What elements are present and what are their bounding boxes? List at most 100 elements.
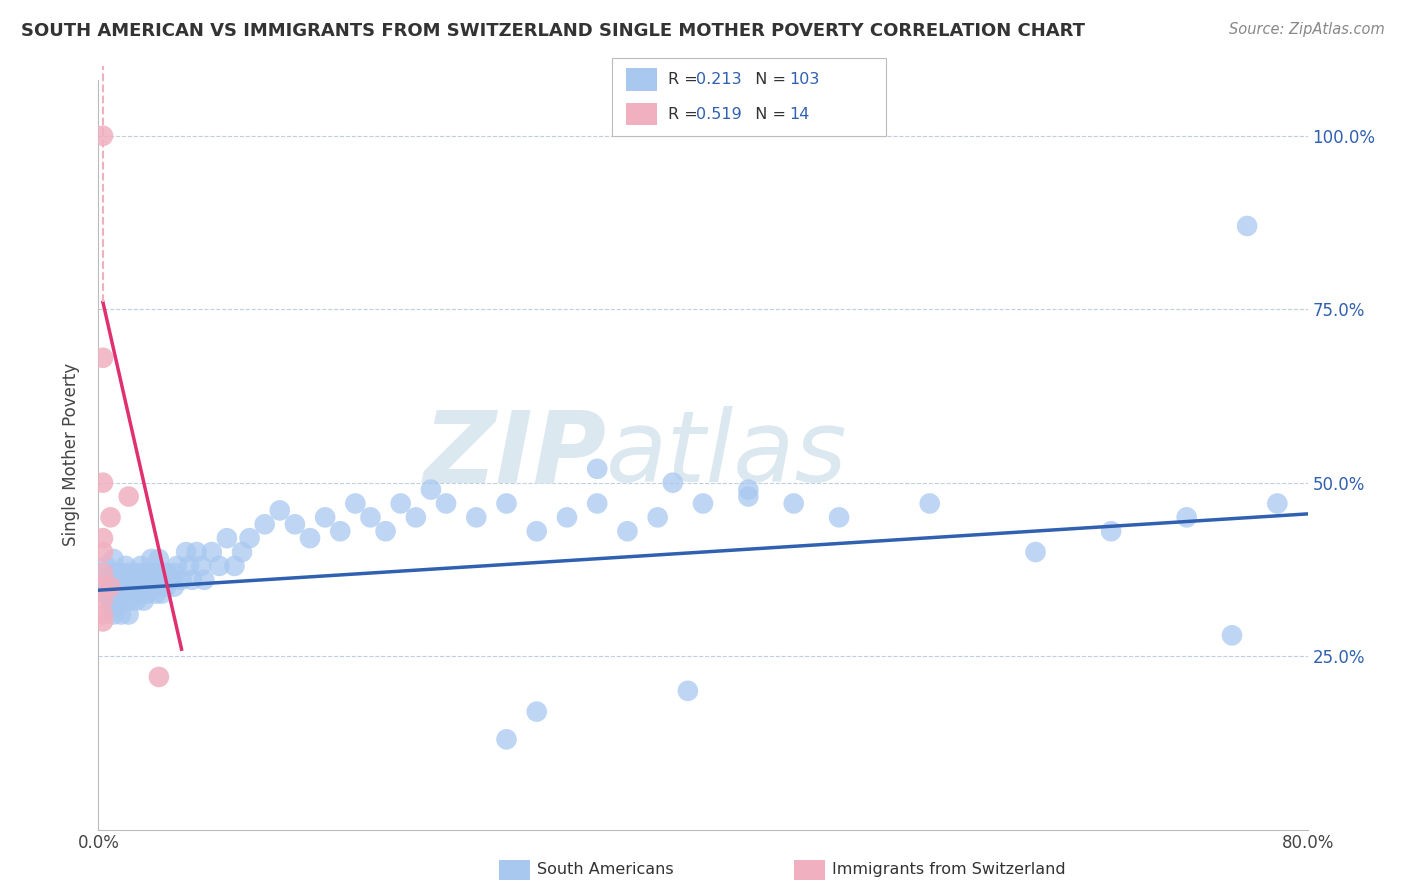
Point bbox=[118, 580, 141, 594]
Text: Source: ZipAtlas.com: Source: ZipAtlas.com bbox=[1229, 22, 1385, 37]
Point bbox=[1099, 524, 1122, 539]
Point bbox=[495, 732, 517, 747]
Point bbox=[129, 573, 152, 587]
Point bbox=[135, 587, 157, 601]
Point bbox=[314, 510, 336, 524]
Point bbox=[181, 573, 204, 587]
Point bbox=[737, 483, 759, 497]
Point bbox=[91, 607, 114, 622]
Text: Immigrants from Switzerland: Immigrants from Switzerland bbox=[832, 863, 1066, 877]
Point bbox=[148, 670, 170, 684]
Point bbox=[129, 587, 152, 601]
Point bbox=[465, 510, 488, 524]
Point bbox=[91, 545, 114, 559]
Text: N =: N = bbox=[745, 72, 792, 87]
Text: SOUTH AMERICAN VS IMMIGRANTS FROM SWITZERLAND SINGLE MOTHER POVERTY CORRELATION : SOUTH AMERICAN VS IMMIGRANTS FROM SWITZE… bbox=[21, 22, 1085, 40]
Text: 14: 14 bbox=[789, 107, 808, 121]
Point bbox=[434, 496, 457, 510]
Point bbox=[155, 580, 177, 594]
Point bbox=[132, 593, 155, 607]
Point bbox=[132, 580, 155, 594]
Point bbox=[148, 552, 170, 566]
Point bbox=[166, 558, 188, 573]
Point bbox=[91, 128, 114, 143]
Point bbox=[193, 573, 215, 587]
Point bbox=[586, 462, 609, 476]
Point bbox=[91, 531, 114, 545]
Point bbox=[526, 705, 548, 719]
Text: atlas: atlas bbox=[606, 407, 848, 503]
Point bbox=[269, 503, 291, 517]
Point bbox=[526, 524, 548, 539]
Point bbox=[374, 524, 396, 539]
Point bbox=[150, 587, 173, 601]
Point bbox=[118, 593, 141, 607]
Point bbox=[91, 593, 114, 607]
Point bbox=[1175, 510, 1198, 524]
Point bbox=[94, 558, 117, 573]
Point bbox=[141, 566, 163, 580]
Point bbox=[125, 580, 148, 594]
Point bbox=[150, 573, 173, 587]
Text: R =: R = bbox=[668, 107, 703, 121]
Point bbox=[201, 545, 224, 559]
Point bbox=[160, 573, 183, 587]
Point bbox=[186, 545, 208, 559]
Point bbox=[616, 524, 638, 539]
Point bbox=[329, 524, 352, 539]
Y-axis label: Single Mother Poverty: Single Mother Poverty bbox=[62, 363, 80, 547]
Point bbox=[299, 531, 322, 545]
Point bbox=[114, 587, 136, 601]
Point bbox=[692, 496, 714, 510]
Point bbox=[737, 490, 759, 504]
Point bbox=[190, 558, 212, 573]
Point bbox=[661, 475, 683, 490]
Point bbox=[100, 580, 122, 594]
Point bbox=[91, 580, 114, 594]
Point bbox=[105, 587, 128, 601]
Point bbox=[105, 573, 128, 587]
Point bbox=[253, 517, 276, 532]
Point bbox=[91, 566, 114, 580]
Point bbox=[132, 566, 155, 580]
Point bbox=[125, 593, 148, 607]
Point bbox=[918, 496, 941, 510]
Point bbox=[100, 510, 122, 524]
Point bbox=[179, 558, 201, 573]
Point bbox=[148, 566, 170, 580]
Text: ZIP: ZIP bbox=[423, 407, 606, 503]
Point bbox=[148, 580, 170, 594]
Point bbox=[239, 531, 262, 545]
Point bbox=[100, 593, 122, 607]
Point bbox=[155, 566, 177, 580]
Point bbox=[105, 600, 128, 615]
Point bbox=[586, 496, 609, 510]
Point bbox=[828, 510, 851, 524]
Point bbox=[103, 593, 125, 607]
Point bbox=[163, 566, 186, 580]
Point bbox=[163, 580, 186, 594]
Point bbox=[94, 587, 117, 601]
Point bbox=[1024, 545, 1046, 559]
Point bbox=[94, 573, 117, 587]
Point bbox=[284, 517, 307, 532]
Point bbox=[141, 580, 163, 594]
Point bbox=[135, 573, 157, 587]
Text: 0.519: 0.519 bbox=[696, 107, 742, 121]
Point bbox=[145, 573, 167, 587]
Point bbox=[103, 552, 125, 566]
Point bbox=[118, 566, 141, 580]
Point bbox=[91, 351, 114, 365]
Point bbox=[231, 545, 253, 559]
Point bbox=[1267, 496, 1289, 510]
Point bbox=[208, 558, 231, 573]
Point bbox=[91, 615, 114, 629]
Point bbox=[118, 607, 141, 622]
Point bbox=[420, 483, 443, 497]
Point bbox=[647, 510, 669, 524]
Point bbox=[405, 510, 427, 524]
Point bbox=[103, 580, 125, 594]
Point bbox=[145, 587, 167, 601]
Text: N =: N = bbox=[745, 107, 792, 121]
Point bbox=[170, 573, 193, 587]
